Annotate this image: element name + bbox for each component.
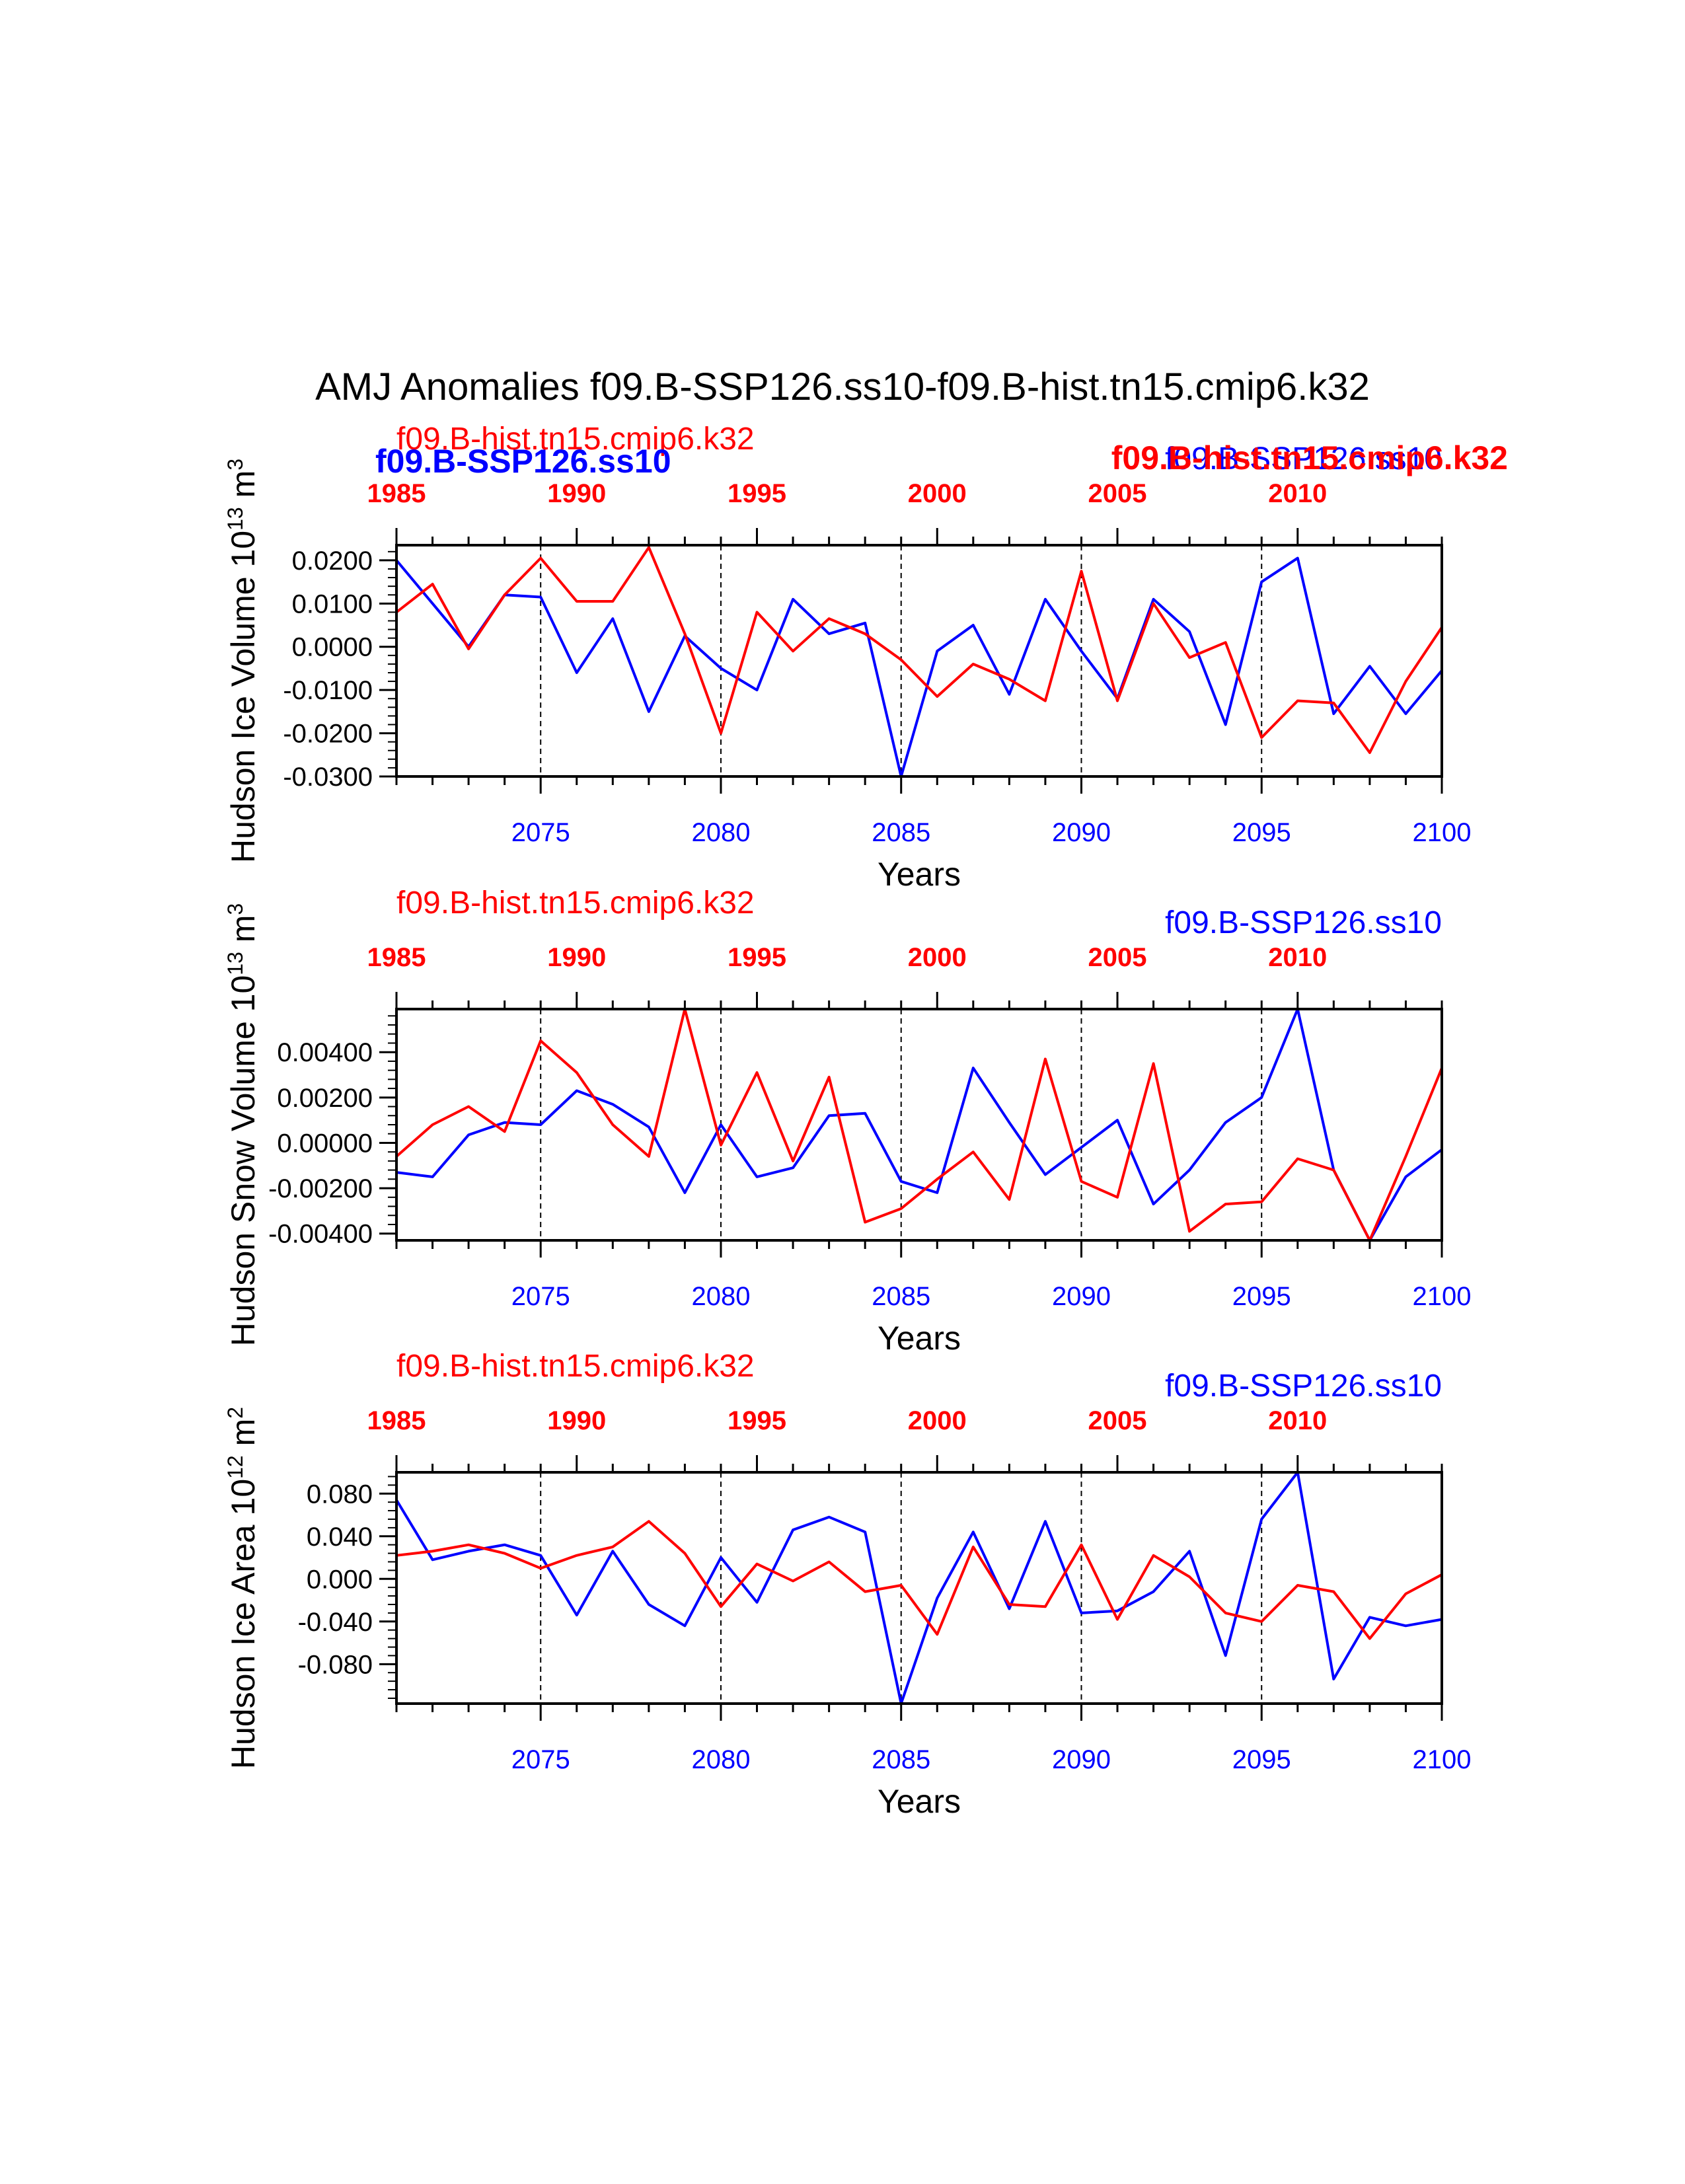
top-tick-label: 2010 [1268,943,1327,972]
hist-series-label-bold: f09.B-hist.tn15.cmip6.k32 [1111,439,1508,476]
hist-series-label: f09.B-hist.tn15.cmip6.k32 [396,885,755,921]
bottom-tick-label: 2085 [872,1745,930,1774]
y-axis-label: Hudson Ice Volume 1013 m3 [223,459,262,863]
y-tick-label: -0.080 [298,1650,373,1679]
series-line-hist [395,546,1443,754]
top-tick-label: 1985 [367,943,426,972]
bottom-tick-label: 2100 [1413,1282,1472,1311]
y-tick-label: -0.00200 [268,1174,373,1203]
bottom-tick-label: 2080 [691,1745,750,1774]
series-line-ssp [396,1008,1443,1242]
top-tick-label: 1995 [728,1406,786,1435]
top-tick-label: 2005 [1088,1406,1147,1435]
bottom-tick-label: 2085 [872,818,930,847]
y-axis-label-text: Hudson Snow Volume 10 [225,975,262,1346]
y-axis-label-exponent: 12 [223,1455,247,1479]
ssp-series-label: f09.B-SSP126.ss10 [1165,1369,1442,1404]
series-line-hist [396,1520,1442,1640]
y-axis-label-unit-exponent: 2 [223,1407,247,1419]
x-axis-label: Years [878,1783,961,1820]
y-axis-label-unit-exponent: 3 [223,459,247,471]
x-axis-label: Years [878,856,961,893]
top-tick-label: 2000 [908,943,967,972]
bottom-tick-label: 2080 [691,1282,750,1311]
y-tick-label: -0.0300 [283,763,373,792]
y-axis-label-exponent: 13 [223,952,247,975]
bottom-tick-label: 2090 [1052,1745,1111,1774]
series-line-ssp [395,556,1443,778]
top-tick-label: 2000 [908,479,967,508]
y-axis-label-unit: m [225,1419,262,1456]
plot-frame [395,1471,1443,1705]
top-tick-label: 2005 [1088,943,1147,972]
plot-frame [395,544,1443,778]
bottom-tick-label: 2100 [1413,818,1472,847]
bottom-tick-label: 2075 [511,1282,570,1311]
top-tick-label: 1995 [728,943,786,972]
ssp-series-label-bold: f09.B-SSP126.ss10 [375,443,671,480]
panel-3: 2075 2080 2085 2090 2095 2100 1985 1990 1995 2000… [223,1349,1471,1820]
y-tick-label: -0.0200 [283,720,373,749]
ssp-series-label: f09.B-SSP126.ss10 [1165,905,1442,940]
top-tick-label: 1995 [728,479,786,508]
y-tick-label: 0.040 [307,1523,373,1552]
top-tick-label: 1985 [367,1406,426,1435]
bottom-tick-label: 2090 [1052,1282,1111,1311]
y-tick-label: 0.0200 [292,546,373,576]
y-tick-label: 0.00200 [277,1084,373,1113]
top-tick-label: 2005 [1088,479,1147,508]
bottom-tick-label: 2080 [691,818,750,847]
top-tick-label: 2000 [908,1406,967,1435]
bottom-tick-label: 2090 [1052,818,1111,847]
y-axis-label: Hudson Snow Volume 1013 m3 [223,903,262,1346]
ssp-series-label: f09.B-SSP126.ss10 [1165,441,1442,476]
top-tick-label: 1985 [367,479,426,508]
y-tick-label: -0.00400 [268,1220,373,1249]
top-tick-label: 2010 [1268,1406,1327,1435]
y-tick-label: 0.0000 [292,633,373,662]
y-axis-label-unit-exponent: 3 [223,903,247,915]
panels: 2075 2080 2085 2090 2095 2100 1985 1990 1995 2000… [223,422,1508,1820]
y-axis-label-exponent: 13 [223,507,247,531]
hist-series-label: f09.B-hist.tn15.cmip6.k32 [396,1349,755,1384]
series-line-hist [395,1008,1443,1242]
bottom-tick-label: 2075 [511,1745,570,1774]
plot-frame [395,1008,1443,1242]
y-tick-label: 0.000 [307,1565,373,1594]
top-tick-label: 2010 [1268,479,1327,508]
bottom-tick-label: 2085 [872,1282,930,1311]
y-axis-label-unit: m [225,471,262,508]
y-axis-label-unit: m [225,915,262,952]
y-tick-label: 0.00000 [277,1129,373,1158]
y-axis-label: Hudson Ice Area 1012 m2 [223,1407,262,1769]
y-tick-label: -0.0100 [283,676,373,705]
bottom-tick-label: 2095 [1232,1745,1291,1774]
y-axis-label-text: Hudson Ice Volume 10 [225,531,262,863]
bottom-tick-label: 2095 [1232,1282,1291,1311]
y-tick-label: -0.040 [298,1608,373,1637]
top-tick-label: 1990 [547,479,606,508]
top-tick-label: 1990 [547,943,606,972]
bottom-tick-label: 2100 [1413,1745,1472,1774]
y-tick-label: 0.00400 [277,1038,373,1067]
panel-1: 2075 2080 2085 2090 2095 2100 1985 1990 1995 2000… [223,422,1508,893]
top-tick-label: 1990 [547,1406,606,1435]
x-axis-label: Years [878,1320,961,1357]
bottom-tick-label: 2095 [1232,818,1291,847]
figure-title: AMJ Anomalies f09.B-SSP126.ss10-f09.B-hi… [315,365,1370,408]
y-tick-label: 0.080 [307,1480,373,1509]
y-tick-label: 0.0100 [292,589,373,619]
hist-series-label: f09.B-hist.tn15.cmip6.k32 [396,422,755,457]
y-axis-label-text: Hudson Ice Area 10 [225,1479,262,1769]
bottom-tick-label: 2075 [511,818,570,847]
series-line-ssp [395,1471,1442,1705]
panel-2: 2075 2080 2085 2090 2095 2100 1985 1990 1995 2000… [223,885,1471,1357]
